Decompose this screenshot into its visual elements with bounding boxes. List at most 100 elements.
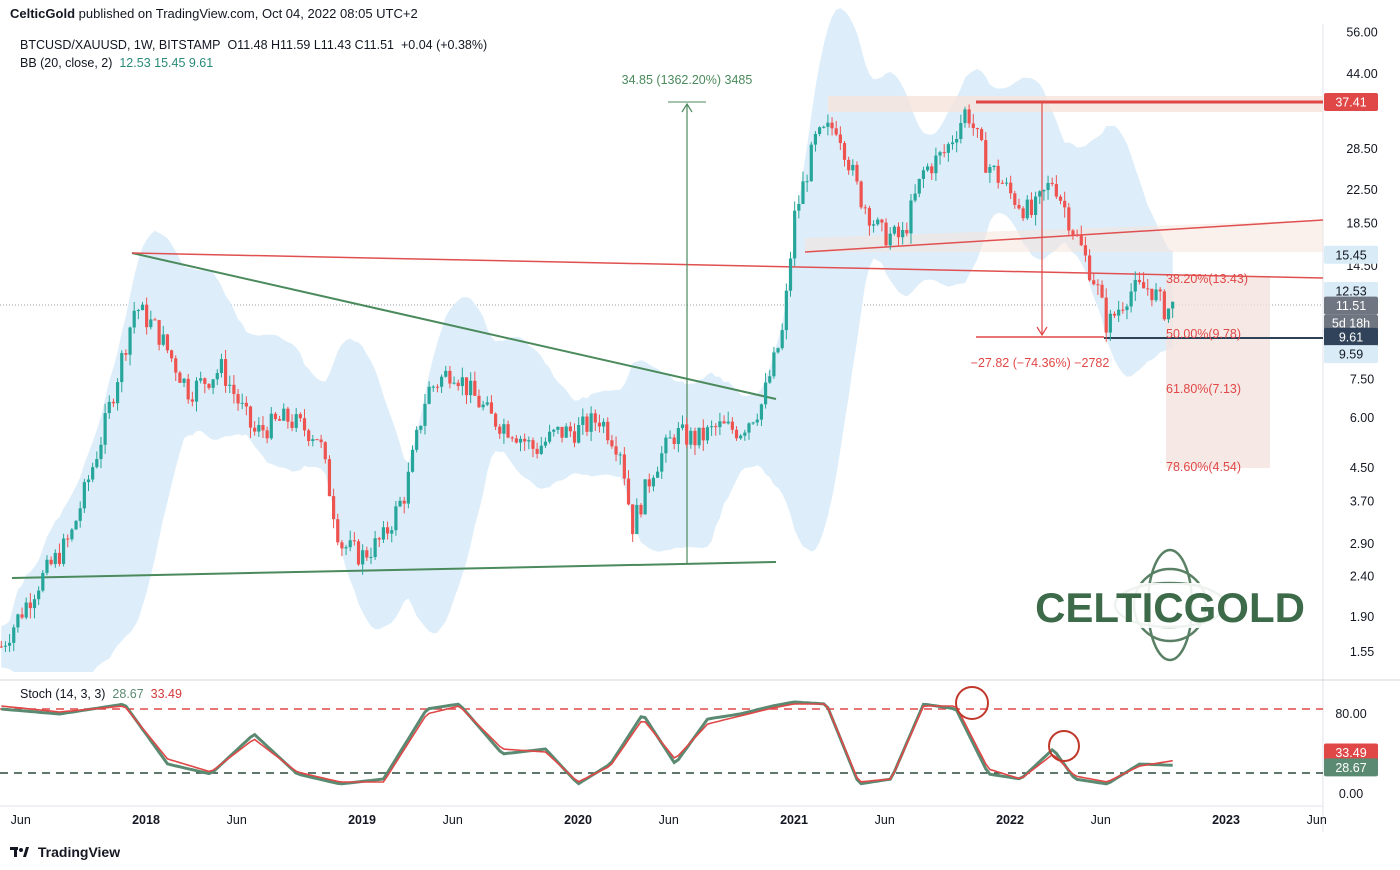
candle-body xyxy=(651,477,656,487)
candle-body xyxy=(95,459,99,468)
publish-info: published on TradingView.com, Oct 04, 20… xyxy=(78,6,418,21)
candle-body xyxy=(194,380,199,402)
candle-body xyxy=(743,432,747,436)
candle-body xyxy=(1104,297,1108,333)
bb-label[interactable]: BB (20, close, 2) xyxy=(20,56,113,70)
candle-body xyxy=(705,427,710,441)
candle-body xyxy=(709,426,714,428)
candle-body xyxy=(257,425,261,432)
candle-body xyxy=(49,559,53,565)
candle-body xyxy=(734,429,739,439)
time-tick: 2022 xyxy=(996,813,1024,827)
price-axis[interactable]: 56.0044.0028.5022.5018.5014.507.506.004.… xyxy=(1346,25,1377,659)
candle-body xyxy=(722,421,726,424)
candle-body xyxy=(942,152,946,154)
candle-body xyxy=(169,350,174,359)
candle-body xyxy=(718,421,722,428)
candle-body xyxy=(896,226,901,238)
time-axis[interactable]: Jun 2018 Jun 2019 Jun 2020 Jun 2021 Jun 2022 Jun 20… xyxy=(11,813,1327,827)
candle-body xyxy=(352,540,356,542)
candle-body xyxy=(672,437,676,445)
candle-body xyxy=(1063,200,1067,208)
red-resistance-line[interactable] xyxy=(131,252,1324,279)
candle-body xyxy=(614,446,618,455)
candle-body xyxy=(1096,284,1100,286)
price-tick: 1.90 xyxy=(1350,610,1374,624)
symbol-line[interactable]: BTCUSD/XAUUSD, 1W, BITSTAMP xyxy=(20,38,221,52)
candle-body xyxy=(427,386,431,404)
price-badge xyxy=(1324,281,1378,300)
candle-body xyxy=(535,448,539,454)
candle-body xyxy=(124,353,128,355)
stoch-badge-label: 33.49 xyxy=(1335,746,1366,760)
stoch-axis: 80.00 0.00 xyxy=(1335,707,1366,801)
candle-body xyxy=(888,233,892,246)
candle-body xyxy=(543,441,548,446)
candle-body xyxy=(1000,182,1004,184)
price-tick: 6.00 xyxy=(1350,411,1374,425)
candle-body xyxy=(269,413,273,439)
candle-body xyxy=(1013,193,1017,205)
candle-body xyxy=(610,440,614,447)
stoch-k-line xyxy=(1,700,1173,786)
candle-body xyxy=(635,504,639,535)
candle-body xyxy=(959,123,963,140)
measure-down-arrowhead xyxy=(1036,326,1048,337)
measure-up-label: 34.85 (1362.20%) 3485 xyxy=(622,73,753,87)
candle-body xyxy=(834,128,838,135)
candle-body xyxy=(103,413,107,445)
candle-body xyxy=(901,229,905,238)
candle-body xyxy=(676,428,680,445)
candle-body xyxy=(331,496,336,520)
candle-body xyxy=(439,376,444,387)
downtrend-line[interactable] xyxy=(131,252,777,400)
candle-body xyxy=(984,140,988,173)
time-tick: Jun xyxy=(1091,813,1111,827)
candle-body xyxy=(822,126,826,128)
candle-body xyxy=(186,378,190,400)
price-badge-label: 11.51 xyxy=(1336,299,1366,313)
candle-body xyxy=(730,421,734,430)
candle-body xyxy=(1004,182,1009,184)
candle-body xyxy=(1021,208,1025,219)
candle-body xyxy=(838,134,842,144)
candle-body xyxy=(701,427,705,441)
candle-body xyxy=(149,319,153,328)
stoch-k-value: 28.67 xyxy=(112,687,144,701)
publish-header: CelticGold published on TradingView.com,… xyxy=(10,6,418,21)
candle-body xyxy=(448,370,452,384)
candle-body xyxy=(489,402,494,414)
uptrend-support-line[interactable] xyxy=(11,561,777,579)
candle-body xyxy=(228,384,232,386)
candle-body xyxy=(66,538,70,540)
candle-body xyxy=(892,226,896,234)
candle-body xyxy=(979,129,984,141)
stoch-badge xyxy=(1324,743,1378,762)
candle-body xyxy=(801,181,805,204)
candle-body xyxy=(1125,306,1129,311)
bb-values: 12.53 15.45 9.61 xyxy=(119,56,214,70)
candle-body xyxy=(132,310,136,328)
price-tick: 44.00 xyxy=(1346,67,1377,81)
stoch-d-line xyxy=(1,703,1173,783)
candle-body xyxy=(3,645,8,647)
price-tick: 28.50 xyxy=(1346,142,1377,156)
candle-body xyxy=(552,429,556,432)
candle-body xyxy=(1092,280,1096,285)
stoch-label[interactable]: Stoch (14, 3, 3) xyxy=(20,687,106,701)
candle-body xyxy=(344,547,348,549)
price-tick: 3.70 xyxy=(1350,495,1374,509)
red-support-line[interactable] xyxy=(804,219,1324,253)
candle-body xyxy=(768,376,772,383)
candle-body xyxy=(797,203,801,211)
candle-body xyxy=(938,152,942,156)
candle-body xyxy=(1166,308,1171,320)
candle-body xyxy=(913,193,917,201)
footer-brand[interactable]: TradingView xyxy=(37,844,121,860)
candle-body xyxy=(111,401,116,404)
candle-body xyxy=(282,408,286,421)
publisher-name[interactable]: CelticGold xyxy=(10,6,76,21)
candle-body xyxy=(1071,230,1075,235)
